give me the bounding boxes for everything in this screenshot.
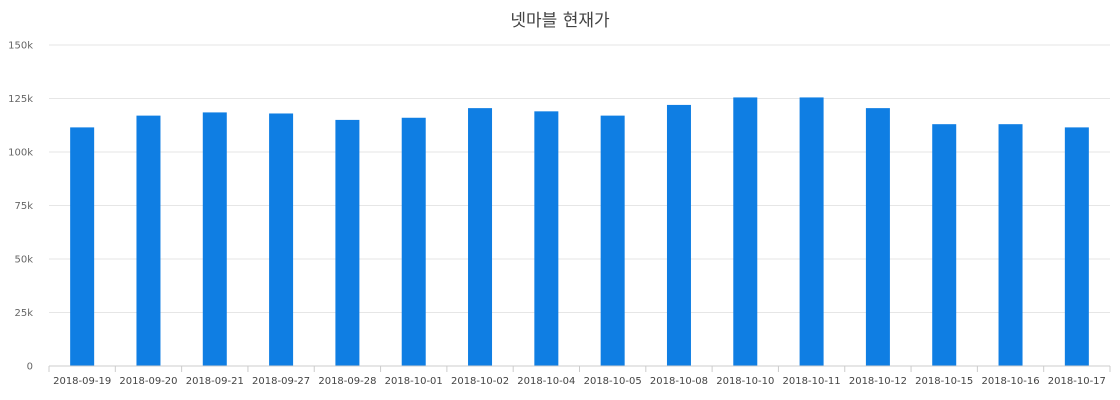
x-tick-label: 2018-10-05: [584, 376, 642, 387]
y-tick-label: 125k: [8, 94, 33, 105]
bars: [70, 97, 1089, 367]
y-tick-label: 50k: [14, 255, 33, 266]
x-tick-label: 2018-09-21: [186, 376, 244, 387]
x-tick-label: 2018-10-15: [915, 376, 973, 387]
y-tick-label: 75k: [14, 201, 33, 212]
x-tick-label: 2018-10-16: [981, 376, 1039, 387]
bar[interactable]: [202, 112, 227, 366]
bar[interactable]: [335, 119, 360, 367]
bar[interactable]: [468, 108, 493, 366]
x-tick-label: 2018-09-20: [119, 376, 177, 387]
bar[interactable]: [666, 104, 691, 367]
x-tick-label: 2018-10-02: [451, 376, 509, 387]
bar[interactable]: [799, 97, 824, 367]
x-axis: 2018-09-19 2018-09-20 2018-09-21 2018-09-27…: [48, 365, 1111, 387]
x-tick-label: 2018-10-08: [650, 376, 708, 387]
y-tick-label: 100k: [8, 148, 33, 159]
bar[interactable]: [70, 127, 95, 366]
bar[interactable]: [865, 108, 890, 366]
x-tick-label: 2018-09-27: [252, 376, 310, 387]
x-tick-label: 2018-10-17: [1048, 376, 1106, 387]
bar[interactable]: [998, 124, 1023, 367]
bar[interactable]: [1064, 127, 1089, 366]
x-tick-label: 2018-10-12: [849, 376, 907, 387]
y-axis-ticks: 0 25k 50k 75k 100k 125k 150k: [8, 41, 33, 373]
bar[interactable]: [136, 115, 161, 367]
x-tick-label: 2018-09-19: [53, 376, 111, 387]
chart-title: 넷마블 현재가: [510, 11, 610, 31]
bar[interactable]: [534, 111, 559, 366]
bar[interactable]: [600, 115, 625, 367]
x-tick-label: 2018-10-11: [783, 376, 841, 387]
x-tick-label: 2018-09-28: [318, 376, 376, 387]
y-tick-label: 0: [27, 362, 33, 373]
bar[interactable]: [269, 113, 294, 366]
y-tick-label: 25k: [14, 308, 33, 319]
x-tick-label: 2018-10-01: [385, 376, 443, 387]
bar[interactable]: [733, 97, 758, 367]
x-tick-label: 2018-10-04: [517, 376, 575, 387]
y-tick-label: 150k: [8, 41, 33, 52]
bar[interactable]: [401, 117, 426, 366]
bar[interactable]: [932, 124, 957, 367]
x-tick-label: 2018-10-10: [716, 376, 774, 387]
